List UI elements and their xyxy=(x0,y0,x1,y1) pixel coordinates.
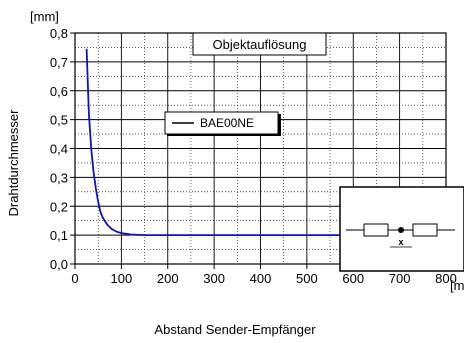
x-tick-labels: 0 100 200 300 400 500 600 700 800 xyxy=(71,271,456,286)
legend-label: BAE00NE xyxy=(200,116,254,130)
y-tick-marks xyxy=(70,32,75,265)
inset-transmitter xyxy=(363,223,389,237)
x-tick-label: 300 xyxy=(203,271,225,286)
legend-shadow-bottom xyxy=(167,134,281,136)
legend-shadow xyxy=(278,114,281,136)
y-tick-label: 0,0 xyxy=(50,257,68,272)
inset-receiver xyxy=(412,223,438,237)
inset-x-label: x xyxy=(398,237,403,247)
y-tick-labels: 0,0 0,1 0,2 0,3 0,4 0,5 0,6 0,7 0,8 xyxy=(50,26,68,272)
x-tick-label: 400 xyxy=(250,271,272,286)
y-tick-label: 0,5 xyxy=(50,113,68,128)
x-axis-title: Abstand Sender-Empfänger xyxy=(154,322,316,337)
chart-title: Objektauflösung xyxy=(213,37,307,52)
y-tick-label: 0,8 xyxy=(50,26,68,41)
measurement-inset: x xyxy=(339,186,464,272)
series-line-bae00ne xyxy=(85,48,446,236)
x-tick-label: 100 xyxy=(111,271,133,286)
x-tick-label: 500 xyxy=(296,271,318,286)
y-tick-label: 0,3 xyxy=(50,170,68,185)
x-tick-label: 600 xyxy=(342,271,364,286)
y-tick-label: 0,6 xyxy=(50,84,68,99)
title-box xyxy=(192,32,327,56)
x-tick-label: 700 xyxy=(389,271,411,286)
x-tick-label: 800 xyxy=(435,271,457,286)
y-axis-title: Drahtdurchmesser xyxy=(6,109,21,217)
x-tick-label: 200 xyxy=(157,271,179,286)
x-tick-label: 0 xyxy=(71,271,78,286)
y-tick-label: 0,4 xyxy=(50,142,68,157)
y-tick-label: 0,2 xyxy=(50,199,68,214)
inset-wire-dot xyxy=(398,227,404,233)
y-unit-label: [mm] xyxy=(30,9,59,24)
y-tick-label: 0,1 xyxy=(50,228,68,243)
y-tick-label: 0,7 xyxy=(50,55,68,70)
x-unit-label: [mm] xyxy=(450,278,464,293)
